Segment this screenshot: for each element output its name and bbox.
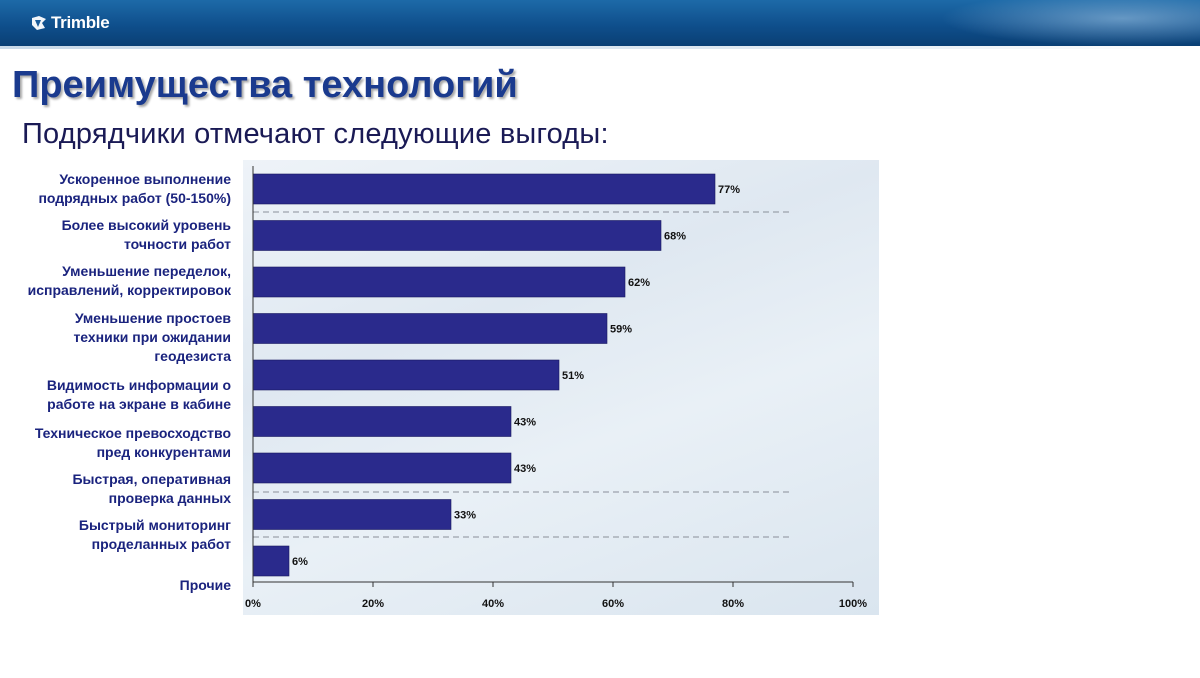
category-label: Видимость информации о работе на экране … bbox=[46, 377, 231, 412]
bar bbox=[252, 266, 626, 298]
header-glow bbox=[940, 0, 1200, 46]
bar-value-label: 59% bbox=[610, 324, 632, 336]
category-label: Ускоренное выполнение подрядных работ (5… bbox=[38, 171, 231, 206]
bar bbox=[252, 313, 608, 344]
category-label: Быстрый мониторинг проделанных работ bbox=[78, 517, 231, 552]
x-tick-label: 80% bbox=[722, 598, 744, 610]
bar-value-label: 43% bbox=[514, 463, 536, 475]
category-label: Уменьшение простоев техники при ожидании… bbox=[73, 310, 231, 364]
page-title: Преимущества технологий bbox=[12, 64, 518, 106]
bar bbox=[252, 452, 512, 484]
bar-value-label: 68% bbox=[664, 231, 686, 243]
bar-value-label: 51% bbox=[562, 370, 584, 382]
trimble-logo-icon bbox=[32, 16, 46, 30]
bar bbox=[252, 499, 452, 530]
bar bbox=[252, 406, 512, 437]
bar bbox=[252, 359, 560, 391]
category-label: Более высокий уровень точности работ bbox=[61, 217, 231, 252]
category-label: Быстрая, оперативная проверка данных bbox=[72, 471, 231, 506]
bar-value-label: 33% bbox=[454, 510, 476, 522]
x-tick-label: 60% bbox=[602, 598, 624, 610]
header-bar: Trimble bbox=[0, 0, 1200, 46]
bar bbox=[252, 220, 662, 251]
bar-value-label: 62% bbox=[628, 277, 650, 289]
x-tick-label: 100% bbox=[839, 598, 867, 610]
page-subtitle: Подрядчики отмечают следующие выгоды: bbox=[22, 118, 609, 150]
category-label: Техническое превосходство пред конкурент… bbox=[34, 425, 231, 460]
bar-value-label: 43% bbox=[514, 417, 536, 429]
header-divider bbox=[0, 46, 1200, 49]
bar-value-label: 6% bbox=[292, 556, 308, 568]
logo-text: Trimble bbox=[51, 13, 110, 32]
x-tick-label: 0% bbox=[245, 598, 261, 610]
bar-value-label: 77% bbox=[718, 184, 740, 196]
bar bbox=[252, 545, 290, 577]
x-tick-label: 20% bbox=[362, 598, 384, 610]
trimble-logo: Trimble bbox=[30, 13, 110, 33]
x-tick-label: 40% bbox=[482, 598, 504, 610]
bar bbox=[252, 173, 716, 205]
category-label: Прочие bbox=[179, 577, 231, 593]
category-label: Уменьшение переделок, исправлений, корре… bbox=[27, 263, 231, 298]
